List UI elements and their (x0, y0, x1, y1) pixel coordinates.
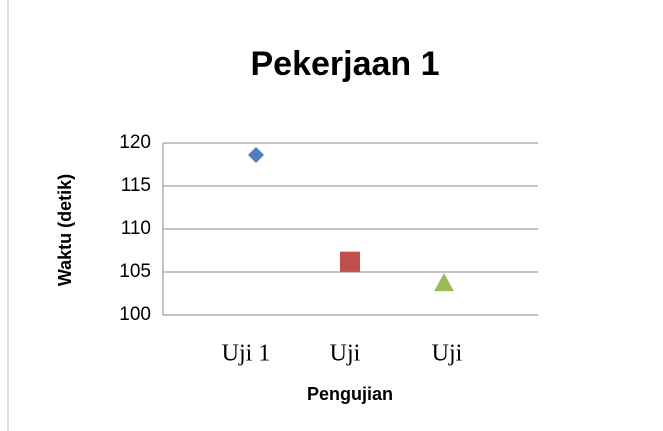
x-tick-label: Uji (432, 341, 463, 367)
y-tick-label: 120 (119, 132, 151, 153)
marker (340, 251, 360, 272)
chart-title: Pekerjaan 1 (250, 45, 439, 83)
y-tick-label: 115 (121, 175, 151, 196)
y-axis-label: Waktu (detik) (55, 174, 75, 286)
y-tick-label: 110 (121, 218, 151, 239)
x-tick-label: Uji (330, 341, 361, 367)
marker (248, 147, 264, 164)
y-tick-label: 105 (119, 261, 151, 282)
x-tick-label: Uji 1 (222, 341, 271, 367)
marker (434, 273, 454, 292)
x-axis-label: Pengujian (307, 384, 393, 404)
y-tick-label: 100 (119, 304, 151, 325)
